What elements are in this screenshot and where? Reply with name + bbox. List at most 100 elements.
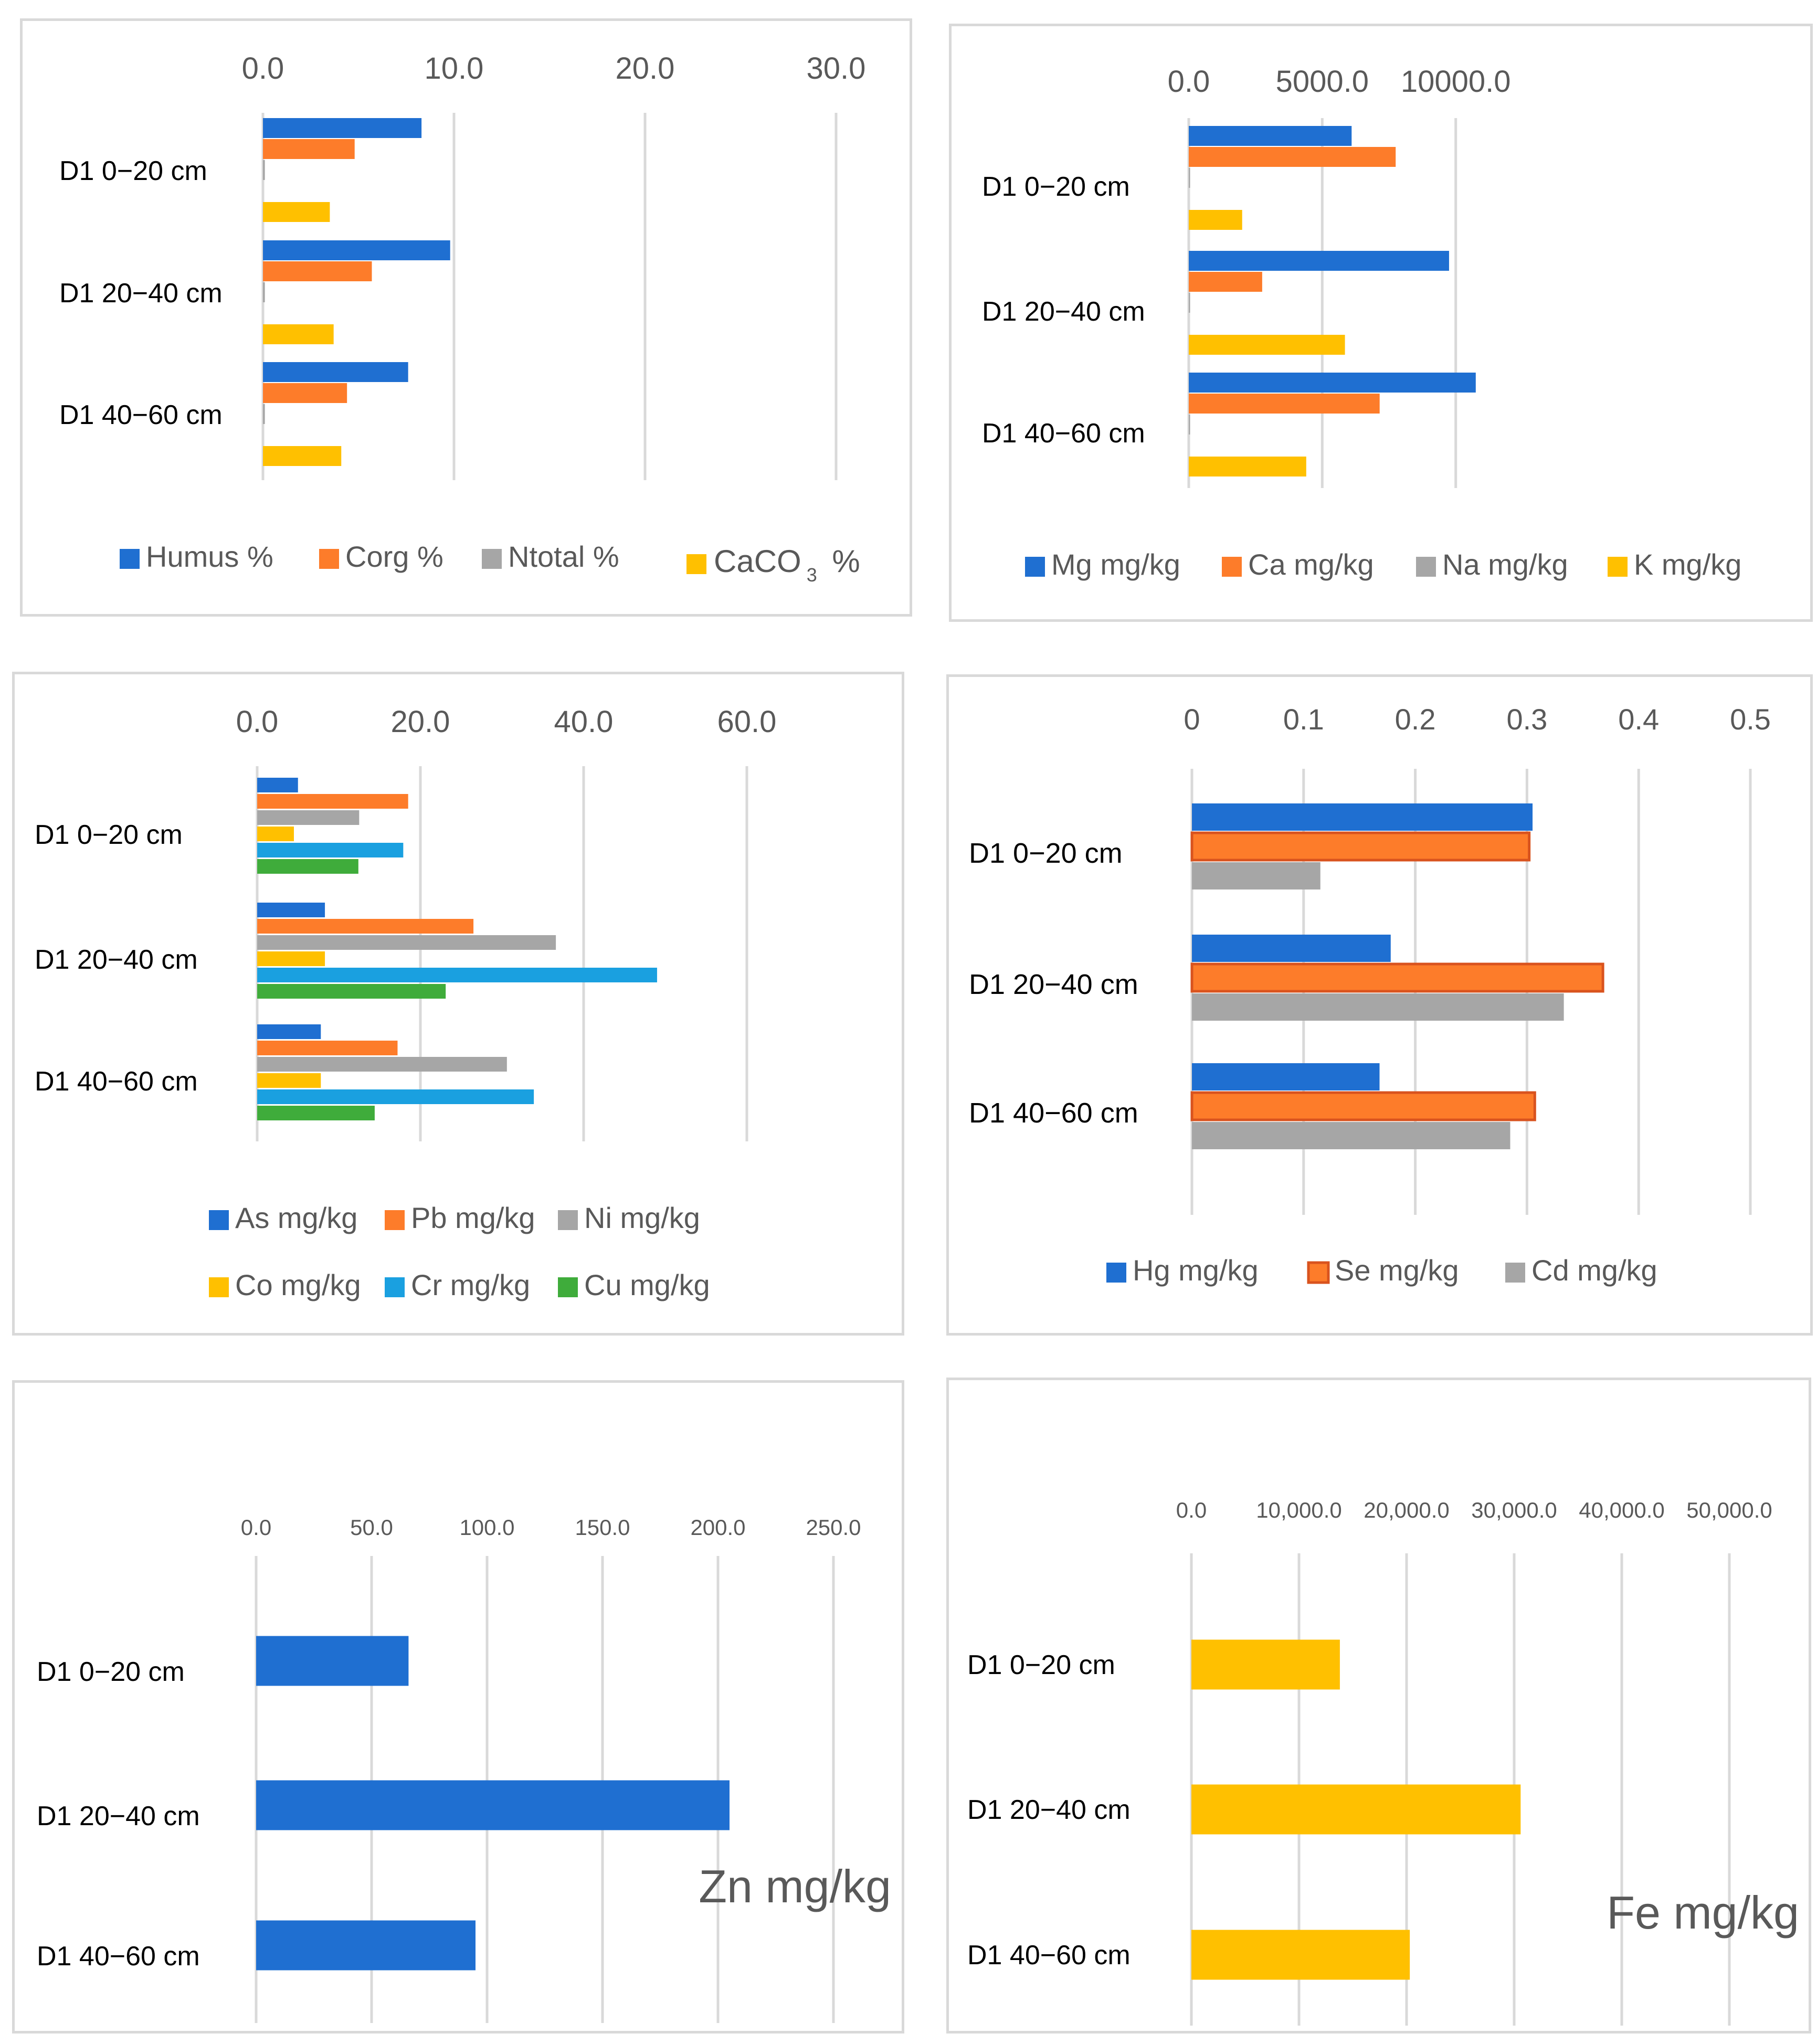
bar-na-mg-kg-3 — [1189, 415, 1190, 435]
category-label: D1 20−40 cm — [969, 969, 1138, 1000]
legend-swatch-na-mg-kg — [1416, 557, 1436, 577]
bar-se-mg-kg-2 — [1190, 962, 1604, 993]
bar-ntotal-2 — [263, 282, 265, 302]
chart-panel-iron: 0.0 10,000.0 20,000.0 30,000.0 40,000.0 50,00… — [946, 1378, 1811, 2034]
legend-swatch-cr-mg-kg — [385, 1277, 405, 1297]
bar-as-mg-kg-2 — [257, 903, 325, 917]
chart-title: Fe mg/kg — [1607, 1887, 1799, 1939]
legend-label-ntotal: Ntotal % — [508, 540, 619, 573]
legend-label-cr-mg-kg: Cr mg/kg — [411, 1268, 530, 1301]
chart-svg-iron: 0.0 10,000.0 20,000.0 30,000.0 40,000.0 50,00… — [967, 1498, 1799, 2026]
bar-zn-mg-kg-3 — [256, 1920, 476, 1971]
bar-caco-1 — [263, 202, 330, 222]
legend-label-ni-mg-kg: Ni mg/kg — [584, 1201, 700, 1234]
bar-as-mg-kg-1 — [257, 778, 298, 792]
bar-na-mg-kg-1 — [1189, 168, 1190, 188]
x-tick-label: 20,000.0 — [1364, 1498, 1450, 1522]
bar-cd-mg-kg-2 — [1192, 993, 1564, 1021]
bar-ni-mg-kg-1 — [257, 810, 360, 825]
chart-svg-heavy-metals: 0.0 20.0 40.0 60.0 D1 0−20 cm D1 20−40 cm D1 4… — [35, 705, 776, 1301]
legend-swatch-pb-mg-kg — [385, 1210, 405, 1230]
bar-cd-mg-kg-3 — [1192, 1122, 1510, 1149]
bar-fe-mg-kg-2 — [1191, 1784, 1521, 1835]
bar-k-mg-kg-3 — [1189, 457, 1306, 476]
legend-label-pb-mg-kg: Pb mg/kg — [411, 1201, 535, 1234]
bar-k-mg-kg-1 — [1189, 210, 1242, 230]
bar-as-mg-kg-3 — [257, 1024, 321, 1039]
x-tick-label: 10,000.0 — [1256, 1498, 1342, 1522]
x-tick-label: 0.0 — [1176, 1498, 1207, 1522]
legend-swatch-mg-mg-kg — [1025, 557, 1045, 577]
x-tick-label: 30.0 — [807, 51, 866, 86]
bar-zn-mg-kg-1 — [256, 1636, 409, 1686]
bar-cu-mg-kg-2 — [257, 984, 446, 999]
x-tick-label: 50.0 — [350, 1515, 393, 1540]
bar-se-mg-kg-3 — [1190, 1091, 1536, 1121]
legend-label-k-mg-kg: K mg/kg — [1634, 548, 1741, 581]
legend-swatch-cd-mg-kg — [1505, 1263, 1525, 1283]
chart-panel-macro-elements: 0.0 5000.0 10000.0 D1 0−20 cm D1 20−40 cm D1 … — [949, 24, 1813, 622]
x-tick-label: 0.4 — [1618, 703, 1659, 736]
legend-label-ca-mg-kg: Ca mg/kg — [1248, 548, 1374, 581]
legend-label-se-mg-kg: Se mg/kg — [1335, 1254, 1459, 1287]
category-label: D1 20−40 cm — [982, 296, 1145, 327]
bar-ntotal-3 — [263, 404, 265, 424]
category-label: D1 0−20 cm — [35, 820, 183, 850]
bar-ntotal-1 — [263, 160, 265, 180]
chart-svg-trace-metals: 0 0.1 0.2 0.3 0.4 0.5 D1 0−20 cm D1 20−40 cm D1 … — [969, 703, 1771, 1287]
x-tick-label: 40,000.0 — [1579, 1498, 1665, 1522]
category-label: D1 0−20 cm — [59, 156, 207, 186]
chart-panel-heavy-metals: 0.0 20.0 40.0 60.0 D1 0−20 cm D1 20−40 cm D1 4… — [12, 672, 904, 1336]
bar-corg-3 — [263, 383, 347, 403]
category-label: D1 40−60 cm — [37, 1941, 200, 1972]
bar-cd-mg-kg-1 — [1192, 862, 1321, 889]
bar-ca-mg-kg-3 — [1189, 394, 1380, 414]
x-tick-label: 0.3 — [1506, 703, 1547, 736]
bar-corg-1 — [263, 139, 355, 159]
bar-humus-3 — [263, 362, 408, 382]
x-tick-label: 0.0 — [241, 1515, 271, 1540]
bar-k-mg-kg-2 — [1189, 335, 1345, 355]
legend-label-co-mg-kg: Co mg/kg — [235, 1268, 361, 1301]
legend-swatch-k-mg-kg — [1608, 557, 1628, 577]
legend-label-hg-mg-kg: Hg mg/kg — [1133, 1254, 1259, 1287]
category-label: D1 40−60 cm — [35, 1066, 198, 1097]
legend-label-as-mg-kg: As mg/kg — [235, 1201, 357, 1234]
bar-cu-mg-kg-3 — [257, 1106, 375, 1120]
x-tick-label: 10000.0 — [1401, 65, 1511, 99]
legend-label-humus: Humus % — [146, 540, 273, 573]
legend-label-cd-mg-kg: Cd mg/kg — [1531, 1254, 1657, 1287]
x-tick-label: 50,000.0 — [1686, 1498, 1772, 1522]
legend-swatch-humus — [120, 549, 140, 569]
bar-pb-mg-kg-2 — [257, 919, 474, 934]
legend-label-cu-mg-kg: Cu mg/kg — [584, 1268, 710, 1301]
bar-ca-mg-kg-1 — [1189, 147, 1396, 167]
legend-label-caco3-main: CaCO — [714, 544, 801, 579]
bar-ni-mg-kg-2 — [257, 935, 556, 950]
category-label: D1 0−20 cm — [37, 1657, 185, 1687]
bar-ca-mg-kg-2 — [1189, 272, 1262, 292]
x-tick-label: 250.0 — [806, 1515, 861, 1540]
bar-hg-mg-kg-1 — [1192, 803, 1533, 831]
bar-co-mg-kg-3 — [257, 1073, 321, 1088]
category-label: D1 20−40 cm — [59, 278, 223, 309]
x-tick-label: 20.0 — [391, 705, 450, 739]
legend-swatch-se-mg-kg — [1307, 1261, 1330, 1284]
category-label: D1 40−60 cm — [982, 418, 1145, 449]
category-label: D1 20−40 cm — [35, 945, 198, 975]
x-tick-label: 0.1 — [1283, 703, 1324, 736]
bar-pb-mg-kg-1 — [257, 794, 408, 809]
bar-cr-mg-kg-2 — [257, 968, 657, 982]
legend-swatch-ntotal — [482, 549, 502, 569]
chart-panel-soil-organic: 0.0 10.0 20.0 30.0 D1 0−20 cm D1 20−40 cm D1 4… — [20, 18, 912, 617]
x-tick-label: 200.0 — [690, 1515, 745, 1540]
legend-swatch-ca-mg-kg — [1222, 557, 1242, 577]
bar-se-mg-kg-1 — [1190, 831, 1531, 862]
category-label: D1 0−20 cm — [969, 838, 1123, 869]
bar-hg-mg-kg-2 — [1192, 935, 1391, 962]
category-label: D1 20−40 cm — [967, 1795, 1131, 1825]
legend-swatch-ni-mg-kg — [558, 1210, 578, 1230]
bar-co-mg-kg-1 — [257, 827, 294, 841]
x-tick-label: 30,000.0 — [1471, 1498, 1557, 1522]
category-label: D1 20−40 cm — [37, 1801, 200, 1831]
